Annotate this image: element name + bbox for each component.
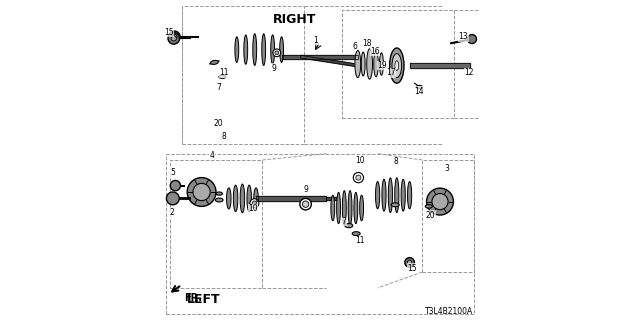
Ellipse shape [401, 179, 405, 211]
Text: 18: 18 [362, 39, 372, 48]
Circle shape [273, 49, 280, 57]
Text: 11: 11 [220, 68, 228, 77]
Text: 7: 7 [342, 217, 346, 226]
Circle shape [303, 201, 309, 207]
Circle shape [356, 175, 361, 180]
Text: 6: 6 [352, 42, 357, 51]
Polygon shape [301, 55, 358, 67]
Polygon shape [256, 196, 326, 201]
Ellipse shape [345, 224, 353, 228]
Text: 3: 3 [444, 164, 449, 172]
Text: T3L4B2100A: T3L4B2100A [425, 307, 473, 316]
Ellipse shape [390, 48, 404, 83]
Circle shape [168, 33, 179, 44]
Circle shape [353, 172, 364, 183]
Ellipse shape [352, 232, 360, 236]
Ellipse shape [376, 182, 380, 209]
Ellipse shape [367, 49, 372, 79]
Text: 5: 5 [170, 168, 175, 177]
Ellipse shape [361, 52, 365, 76]
Ellipse shape [382, 179, 386, 211]
Ellipse shape [271, 35, 275, 64]
Ellipse shape [235, 37, 239, 62]
Circle shape [252, 201, 257, 205]
Text: 16: 16 [370, 47, 380, 56]
Text: 10: 10 [355, 156, 365, 165]
Ellipse shape [342, 191, 346, 225]
Ellipse shape [244, 35, 248, 64]
Text: 10: 10 [248, 204, 258, 213]
Ellipse shape [416, 85, 422, 89]
Text: 8: 8 [394, 157, 399, 166]
Ellipse shape [380, 53, 383, 75]
Ellipse shape [331, 195, 335, 221]
Circle shape [172, 34, 177, 39]
Circle shape [275, 51, 279, 55]
Text: FR.: FR. [184, 293, 202, 303]
Ellipse shape [408, 182, 412, 209]
Circle shape [193, 183, 210, 201]
Text: 13: 13 [458, 32, 468, 41]
Circle shape [427, 188, 454, 215]
Polygon shape [410, 63, 470, 68]
Ellipse shape [280, 37, 284, 62]
Ellipse shape [395, 61, 399, 70]
Ellipse shape [215, 198, 223, 202]
Ellipse shape [219, 75, 226, 78]
Circle shape [187, 178, 216, 206]
Text: 20: 20 [213, 119, 223, 128]
Circle shape [172, 36, 177, 41]
Text: 14: 14 [413, 87, 424, 96]
Polygon shape [282, 55, 358, 59]
Circle shape [166, 192, 179, 205]
Ellipse shape [395, 178, 399, 212]
Text: 2: 2 [170, 208, 175, 217]
Ellipse shape [211, 60, 218, 64]
Text: 15: 15 [407, 264, 417, 273]
Polygon shape [326, 197, 339, 200]
Text: 7: 7 [216, 83, 221, 92]
Ellipse shape [247, 185, 252, 212]
Ellipse shape [374, 51, 378, 77]
Ellipse shape [426, 205, 433, 208]
Text: 8: 8 [221, 132, 227, 141]
Ellipse shape [227, 188, 231, 209]
Ellipse shape [391, 203, 399, 207]
Text: 12: 12 [464, 68, 474, 77]
Text: 20: 20 [426, 211, 435, 220]
Ellipse shape [355, 51, 361, 78]
Text: LEFT: LEFT [186, 293, 220, 306]
Ellipse shape [348, 191, 352, 225]
Ellipse shape [354, 192, 358, 224]
Circle shape [250, 199, 259, 208]
Ellipse shape [337, 192, 340, 224]
Circle shape [300, 198, 312, 210]
Ellipse shape [253, 34, 257, 66]
Circle shape [169, 31, 180, 43]
Text: RIGHT: RIGHT [273, 13, 316, 26]
Circle shape [467, 35, 476, 44]
Text: 17: 17 [386, 68, 396, 77]
Ellipse shape [388, 178, 392, 212]
Circle shape [170, 180, 180, 191]
Ellipse shape [216, 192, 223, 195]
Text: 19: 19 [378, 61, 387, 70]
Text: 15: 15 [164, 28, 173, 36]
Text: 9: 9 [303, 185, 308, 194]
Ellipse shape [234, 185, 238, 212]
Ellipse shape [262, 34, 266, 66]
Text: 9: 9 [271, 64, 276, 73]
Circle shape [404, 258, 415, 267]
Text: 11: 11 [355, 236, 365, 245]
Text: 4: 4 [210, 151, 214, 160]
Ellipse shape [360, 195, 364, 221]
Ellipse shape [253, 188, 259, 209]
Circle shape [432, 194, 448, 210]
Text: 1: 1 [314, 36, 318, 44]
Circle shape [408, 260, 412, 265]
Ellipse shape [240, 184, 244, 213]
Ellipse shape [392, 53, 402, 78]
